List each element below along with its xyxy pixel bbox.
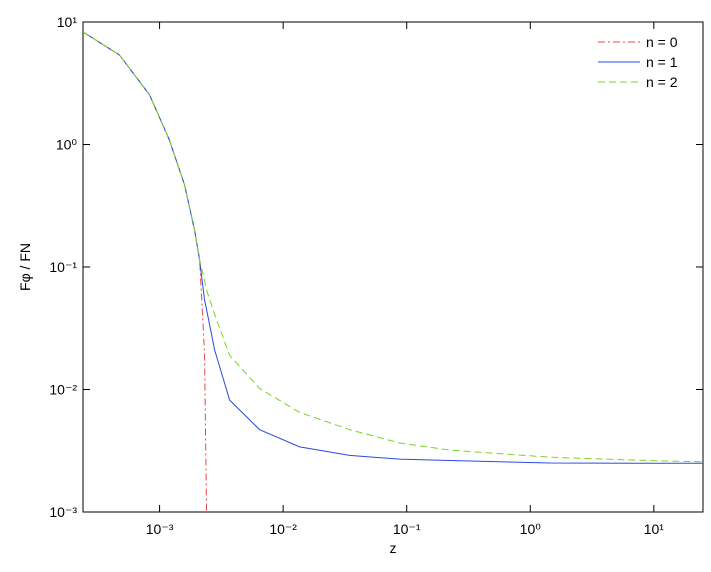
plot-lines bbox=[83, 31, 703, 512]
x-tick-label: 10⁻³ bbox=[146, 521, 174, 537]
x-tick-label: 10⁻² bbox=[269, 521, 297, 537]
plot-frame bbox=[82, 21, 704, 513]
y-tick-label: 10⁻³ bbox=[49, 504, 77, 520]
x-tick-label: 10¹ bbox=[644, 521, 665, 537]
x-tick-label: 10⁻¹ bbox=[393, 521, 421, 537]
x-axis-label: z bbox=[390, 540, 397, 556]
y-tick-label: 10¹ bbox=[57, 14, 78, 30]
x-tick-label: 10⁰ bbox=[520, 521, 542, 537]
legend-label: n = 0 bbox=[646, 34, 678, 50]
legend-label: n = 2 bbox=[646, 74, 678, 90]
y-tick-label: 10⁻¹ bbox=[49, 259, 77, 275]
y-tick-label: 10⁰ bbox=[56, 137, 78, 153]
legend-label: n = 1 bbox=[646, 54, 678, 70]
y-tick-label: 10⁻² bbox=[49, 382, 77, 398]
series-line bbox=[83, 31, 703, 463]
y-axis-label: Fφ / FN bbox=[17, 243, 33, 291]
series-line bbox=[83, 31, 703, 464]
